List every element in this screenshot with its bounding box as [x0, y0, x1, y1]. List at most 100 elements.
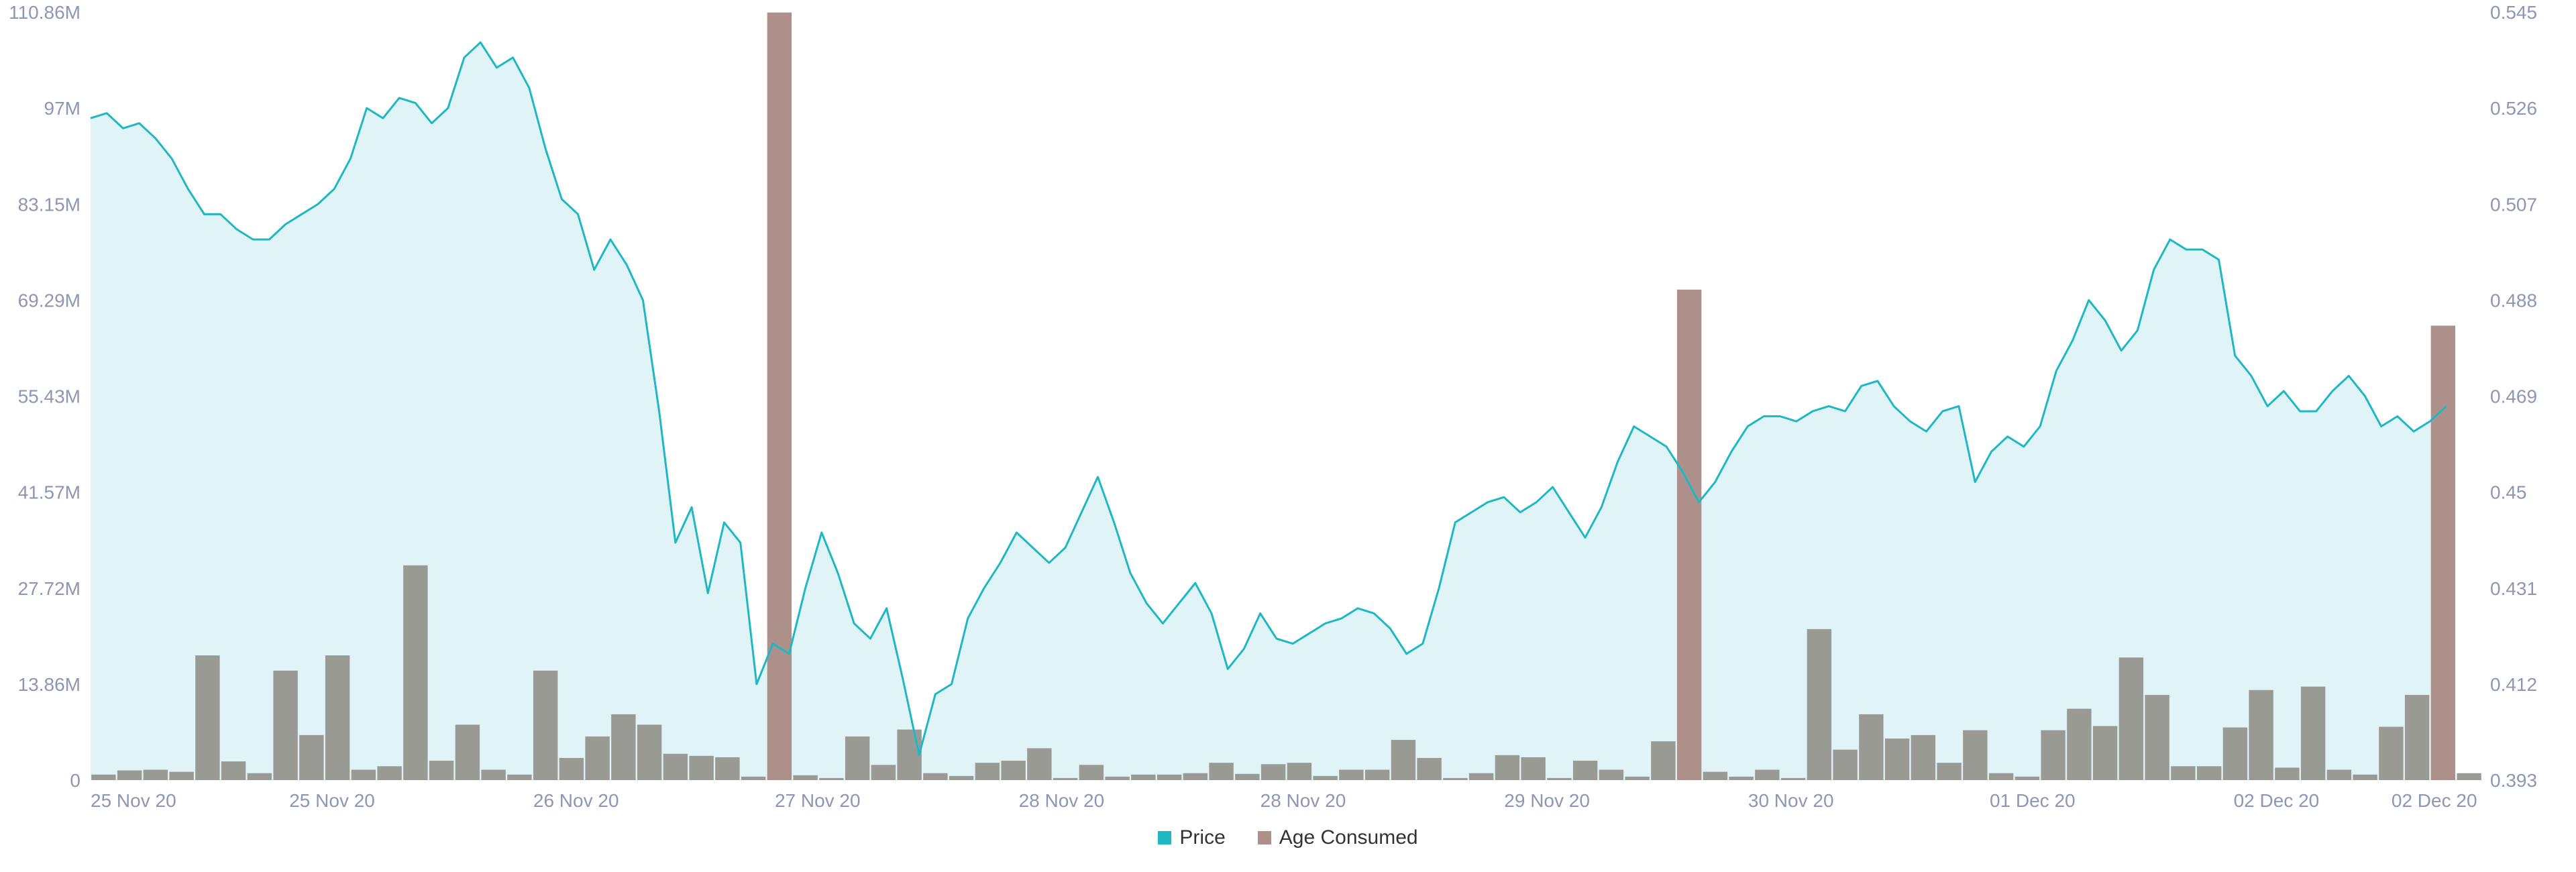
left-tick-label: 110.86M [9, 2, 80, 23]
age-consumed-bar[interactable] [663, 753, 688, 780]
age-consumed-bar[interactable] [793, 775, 818, 780]
age-consumed-bar[interactable] [117, 770, 142, 780]
age-consumed-bar[interactable] [1287, 763, 1312, 780]
age-consumed-bar[interactable] [2353, 774, 2377, 780]
age-consumed-bar[interactable] [2249, 690, 2273, 780]
legend: Price Age Consumed [0, 826, 2576, 849]
age-consumed-bar[interactable] [1807, 629, 1832, 780]
age-consumed-bar[interactable] [2118, 657, 2144, 780]
age-consumed-bar[interactable] [507, 774, 532, 780]
age-consumed-bar[interactable] [1495, 755, 1520, 780]
age-consumed-bar[interactable] [299, 734, 324, 780]
age-consumed-bar[interactable] [1911, 734, 1936, 780]
age-consumed-bar[interactable] [1468, 773, 1494, 780]
age-consumed-bar[interactable] [1183, 773, 1208, 780]
age-consumed-bar[interactable] [481, 769, 506, 780]
age-consumed-bar[interactable] [2041, 730, 2065, 780]
age-consumed-bar[interactable] [2430, 325, 2456, 781]
age-consumed-bar[interactable] [2196, 766, 2222, 780]
age-consumed-bar[interactable] [1676, 289, 1702, 780]
age-consumed-bar[interactable] [1364, 769, 1390, 780]
age-consumed-bar[interactable] [923, 773, 948, 780]
age-consumed-bar[interactable] [1755, 769, 1780, 780]
age-consumed-bar[interactable] [1572, 761, 1598, 780]
age-consumed-bar[interactable] [1547, 777, 1572, 780]
age-consumed-bar[interactable] [221, 761, 246, 780]
age-consumed-bar[interactable] [1027, 748, 1052, 780]
age-consumed-bar[interactable] [1079, 765, 1104, 780]
age-consumed-bar[interactable] [1001, 761, 1026, 780]
age-consumed-bar[interactable] [351, 769, 376, 780]
age-consumed-bar[interactable] [819, 777, 844, 780]
age-consumed-bar[interactable] [1884, 739, 1910, 780]
age-consumed-bar[interactable] [533, 670, 558, 780]
age-consumed-bar[interactable] [1625, 776, 1650, 780]
age-consumed-bar[interactable] [741, 776, 766, 780]
age-consumed-bar[interactable] [1521, 757, 1546, 780]
age-consumed-bar[interactable] [637, 724, 662, 780]
age-consumed-bar[interactable] [455, 724, 480, 780]
age-consumed-bar[interactable] [1599, 769, 1624, 780]
age-consumed-bar[interactable] [325, 655, 350, 780]
age-consumed-bar[interactable] [2300, 686, 2326, 780]
age-consumed-bar[interactable] [273, 670, 298, 780]
age-consumed-bar[interactable] [2404, 694, 2430, 780]
age-consumed-bar[interactable] [1157, 774, 1182, 780]
age-consumed-bar[interactable] [1105, 776, 1130, 780]
age-consumed-bar[interactable] [1963, 730, 1988, 780]
right-tick-label: 0.507 [2490, 194, 2537, 215]
age-consumed-bar[interactable] [1937, 763, 1962, 780]
age-consumed-bar[interactable] [897, 729, 922, 780]
x-tick-label: 28 Nov 20 [1019, 790, 1105, 811]
age-consumed-bar[interactable] [2067, 708, 2092, 780]
x-tick-label: 28 Nov 20 [1260, 790, 1346, 811]
age-consumed-bar[interactable] [1391, 740, 1416, 780]
age-consumed-bar[interactable] [1833, 749, 1858, 780]
age-consumed-bar[interactable] [611, 714, 636, 780]
age-consumed-bar[interactable] [1703, 771, 1728, 780]
age-consumed-bar[interactable] [1260, 764, 1286, 780]
age-consumed-bar[interactable] [2326, 769, 2352, 780]
age-consumed-bar[interactable] [143, 769, 168, 780]
age-consumed-bar[interactable] [2171, 766, 2196, 780]
age-consumed-bar[interactable] [429, 761, 454, 780]
age-consumed-bar[interactable] [2275, 767, 2300, 780]
age-consumed-bar[interactable] [403, 565, 428, 780]
age-consumed-bar[interactable] [1053, 777, 1078, 780]
age-consumed-bar[interactable] [169, 771, 194, 780]
age-consumed-bar[interactable] [2457, 773, 2481, 780]
age-consumed-bar[interactable] [1988, 773, 2014, 780]
x-tick-label: 26 Nov 20 [533, 790, 619, 811]
age-consumed-bar[interactable] [1235, 773, 1260, 780]
age-consumed-bar[interactable] [871, 765, 896, 780]
age-consumed-bar[interactable] [1780, 777, 1806, 780]
age-consumed-bar[interactable] [1313, 775, 1338, 780]
age-consumed-bar[interactable] [949, 775, 974, 780]
age-consumed-bar[interactable] [1729, 776, 1754, 780]
age-consumed-bar[interactable] [559, 757, 584, 780]
age-consumed-bar[interactable] [91, 774, 116, 780]
age-consumed-bar[interactable] [1859, 714, 1884, 780]
age-consumed-bar[interactable] [377, 766, 402, 780]
age-consumed-bar[interactable] [2092, 726, 2118, 780]
age-consumed-bar[interactable] [1339, 769, 1364, 780]
age-consumed-bar[interactable] [1443, 777, 1468, 780]
age-consumed-bar[interactable] [195, 655, 220, 780]
age-consumed-bar[interactable] [975, 763, 1000, 780]
age-consumed-bar[interactable] [247, 773, 272, 780]
age-consumed-bar[interactable] [715, 757, 740, 780]
age-consumed-bar[interactable] [2145, 694, 2169, 780]
age-consumed-bar[interactable] [2379, 726, 2404, 780]
age-consumed-bar[interactable] [2222, 727, 2248, 781]
age-consumed-bar[interactable] [1209, 763, 1234, 780]
age-consumed-bar[interactable] [2015, 776, 2040, 780]
legend-item-age-consumed[interactable]: Age Consumed [1257, 826, 1418, 849]
age-consumed-bar[interactable] [689, 755, 714, 780]
age-consumed-bar[interactable] [1131, 774, 1156, 780]
age-consumed-bar[interactable] [1651, 741, 1676, 780]
legend-item-price[interactable]: Price [1158, 826, 1226, 849]
age-consumed-bar[interactable] [845, 736, 870, 780]
age-consumed-bar[interactable] [1417, 757, 1442, 780]
age-consumed-bar[interactable] [767, 12, 792, 781]
age-consumed-bar[interactable] [585, 736, 610, 780]
